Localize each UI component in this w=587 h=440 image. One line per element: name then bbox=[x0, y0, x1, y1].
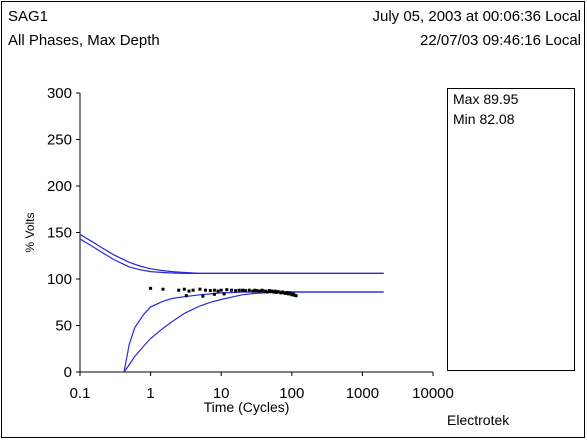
data-point bbox=[251, 289, 255, 293]
envelope-curve-4 bbox=[123, 291, 384, 373]
stat-min-value: 82.08 bbox=[479, 111, 515, 127]
y-tick-label: 0 bbox=[64, 364, 72, 381]
report-time: 22/07/03 09:46:16 Local bbox=[420, 32, 581, 49]
x-tick-label: 10000 bbox=[412, 385, 454, 402]
data-point bbox=[258, 289, 262, 293]
y-tick-label: 100 bbox=[47, 271, 72, 288]
x-tick-label: 10 bbox=[213, 385, 230, 402]
envelope-curves bbox=[79, 233, 384, 373]
data-point bbox=[287, 292, 291, 296]
event-time: July 05, 2003 at 00:06:36 Local bbox=[372, 8, 582, 25]
stat-min-label: Min bbox=[453, 111, 476, 127]
stat-max-label: Max bbox=[453, 91, 480, 107]
x-axis-label: Time (Cycles) bbox=[204, 399, 290, 415]
stat-min: Min 82.08 bbox=[453, 111, 515, 127]
data-point bbox=[263, 289, 267, 293]
data-point bbox=[253, 288, 257, 292]
data-point bbox=[219, 288, 223, 292]
chart-axes: 0 50 100 150 200 250 300 0.1 1 10 100 1000 10000 bbox=[47, 85, 454, 402]
data-point bbox=[161, 287, 165, 291]
data-point bbox=[247, 288, 251, 292]
data-point bbox=[222, 292, 226, 296]
sag-points bbox=[149, 286, 298, 298]
data-point bbox=[288, 291, 292, 295]
data-point bbox=[260, 288, 264, 292]
data-point bbox=[208, 289, 212, 293]
data-point bbox=[243, 289, 247, 293]
data-point bbox=[212, 288, 216, 292]
data-point bbox=[277, 290, 281, 294]
data-point bbox=[212, 292, 216, 296]
data-point bbox=[234, 289, 238, 293]
event-title: SAG1 bbox=[8, 8, 49, 25]
x-tick-label: 100 bbox=[279, 385, 304, 402]
x-tick-label: 0.1 bbox=[70, 385, 91, 402]
data-point bbox=[270, 289, 274, 293]
envelope-curve-1 bbox=[79, 233, 384, 274]
x-tick-label: 1000 bbox=[346, 385, 379, 402]
data-point bbox=[187, 289, 191, 293]
data-point bbox=[279, 291, 283, 295]
data-point bbox=[184, 294, 188, 298]
data-point bbox=[216, 289, 220, 293]
data-point bbox=[182, 287, 186, 291]
x-tick-label: 1 bbox=[146, 385, 154, 402]
data-point bbox=[265, 290, 269, 294]
stat-max-value: 89.95 bbox=[483, 91, 519, 107]
brand-label: Electrotek bbox=[447, 412, 510, 428]
y-tick-label: 150 bbox=[47, 225, 72, 242]
data-point bbox=[241, 288, 244, 292]
stat-max: Max 89.95 bbox=[453, 91, 518, 107]
y-tick-label: 300 bbox=[47, 85, 72, 102]
data-point bbox=[272, 290, 275, 294]
data-point bbox=[177, 288, 181, 292]
data-point bbox=[225, 288, 229, 292]
data-point bbox=[230, 288, 233, 292]
data-point bbox=[237, 288, 241, 292]
y-tick-label: 200 bbox=[47, 178, 72, 195]
data-point bbox=[281, 290, 285, 294]
data-point bbox=[294, 294, 298, 298]
data-point bbox=[191, 288, 195, 292]
envelope-curve-2 bbox=[79, 238, 384, 274]
event-subtitle: All Phases, Max Depth bbox=[8, 32, 160, 49]
y-tick-label: 50 bbox=[55, 318, 72, 335]
stats-panel: Max 89.95 Min 82.08 bbox=[447, 88, 575, 371]
data-point bbox=[149, 286, 153, 290]
data-point bbox=[198, 287, 202, 291]
y-axis-label: % Volts bbox=[23, 212, 37, 252]
data-point bbox=[204, 288, 207, 292]
data-point bbox=[255, 289, 259, 293]
data-point bbox=[201, 294, 205, 298]
envelope-curve-3 bbox=[123, 291, 384, 373]
y-tick-label: 250 bbox=[47, 132, 72, 149]
